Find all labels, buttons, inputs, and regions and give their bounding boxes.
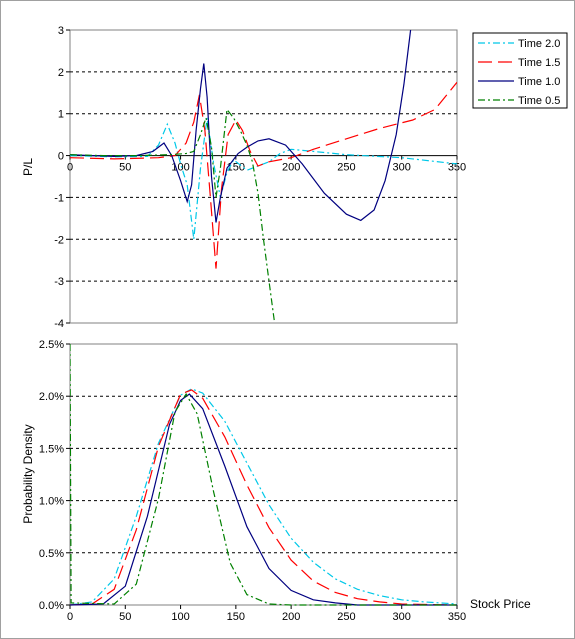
series-line-time-1-5 <box>70 389 457 606</box>
x-tick-label: 0 <box>67 611 73 623</box>
y-tick-label: 2.5% <box>39 339 64 351</box>
series-line-time-2-0 <box>70 117 457 240</box>
y-tick-label: -3 <box>54 276 64 288</box>
top-plot-area <box>69 29 458 324</box>
legend-label: Time 0.5 <box>518 95 560 107</box>
x-tick-label: 200 <box>282 611 300 623</box>
x-tick-label: 300 <box>393 162 411 174</box>
y-tick-label: 2.0% <box>39 391 64 403</box>
legend-items: Time 2.0 Time 1.5 Time 1.0 Time 0.5 <box>478 38 560 107</box>
y-tick-label: 1.5% <box>39 443 64 455</box>
y-tick-label: 1 <box>58 109 64 121</box>
series-line-time-1-5 <box>70 81 457 269</box>
y-tick-label: 0.5% <box>39 548 64 560</box>
bottom-gridlines <box>70 395 457 554</box>
x-tick-label: 250 <box>337 611 355 623</box>
bottom-y-axis-title: Probability Density <box>21 424 35 523</box>
x-tick-label: 50 <box>119 611 131 623</box>
y-tick-label: -1 <box>54 192 64 204</box>
legend-label: Time 1.0 <box>518 76 560 88</box>
x-tick-label: 350 <box>448 611 466 623</box>
y-tick-label: 2 <box>58 67 64 79</box>
x-tick-label: 200 <box>282 162 300 174</box>
x-tick-label: 150 <box>227 611 245 623</box>
x-tick-label: 100 <box>171 162 189 174</box>
x-tick-label: 0 <box>67 162 73 174</box>
series-line-time-1-0 <box>70 29 412 223</box>
series-line-time-0-5 <box>70 343 457 606</box>
x-tick-label: 300 <box>393 611 411 623</box>
top-x-tick-labels: 0 50 100 150 200 250 300 350 <box>67 155 466 174</box>
legend: Time 2.0 Time 1.5 Time 1.0 Time 0.5 <box>472 32 568 109</box>
bottom-series-lines <box>70 343 457 606</box>
series-line-time-1-0 <box>70 393 457 606</box>
bottom-x-axis-title: Stock Price <box>470 597 531 611</box>
y-tick-label: 0 <box>58 151 64 163</box>
legend-label: Time 1.5 <box>518 57 560 69</box>
y-tick-label: 1.0% <box>39 496 64 508</box>
x-tick-label: 100 <box>171 611 189 623</box>
legend-label: Time 2.0 <box>518 38 560 50</box>
bottom-x-tick-labels: 0 50 100 150 200 250 300 350 <box>67 605 466 623</box>
top-y-axis-title: P/L <box>21 158 35 176</box>
bottom-y-tick-labels: 2.5% 2.0% 1.5% 1.0% 0.5% 0.0% <box>39 339 70 612</box>
legend-box <box>472 32 568 109</box>
x-tick-label: 250 <box>337 162 355 174</box>
bottom-plot-area <box>69 343 458 606</box>
top-y-tick-labels: 3 2 1 0 -1 -2 -3 -4 <box>54 25 70 330</box>
x-tick-label: 50 <box>119 162 131 174</box>
x-tick-label: 350 <box>448 162 466 174</box>
top-series-lines <box>70 29 457 324</box>
y-tick-label: -4 <box>54 318 64 330</box>
series-line-time-2-0 <box>70 388 457 606</box>
y-tick-label: -2 <box>54 234 64 246</box>
y-tick-label: 3 <box>58 25 64 37</box>
y-tick-label: 0.0% <box>39 600 64 612</box>
